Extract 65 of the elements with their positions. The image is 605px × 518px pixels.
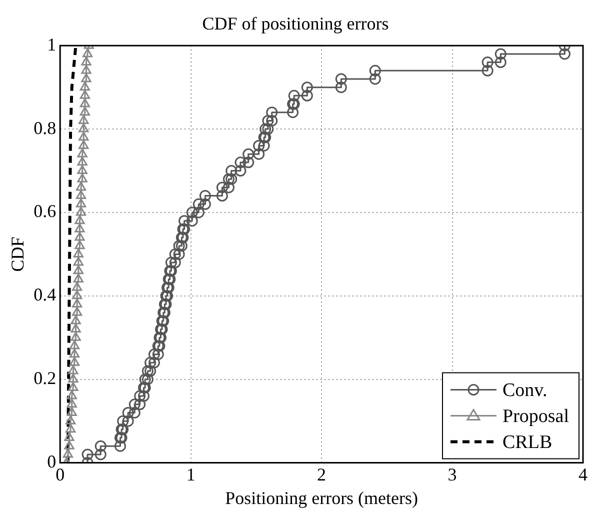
legend-label: Proposal [502, 406, 569, 427]
point [65, 415, 76, 424]
point [76, 190, 86, 200]
point [70, 315, 81, 324]
point [72, 290, 82, 300]
legend-label: Conv. [502, 380, 548, 401]
y-tick-label: 0.4 [34, 284, 56, 305]
point [73, 248, 84, 258]
x-tick-label: 2 [317, 464, 326, 484]
point [76, 206, 86, 216]
point [74, 223, 85, 232]
point [81, 73, 92, 82]
point [80, 98, 90, 108]
point [73, 273, 84, 282]
point [66, 398, 77, 408]
point [69, 348, 80, 358]
point [64, 440, 74, 450]
point [68, 382, 78, 391]
point [73, 256, 84, 266]
y-tick-label: 0.6 [34, 201, 56, 222]
point [80, 90, 90, 99]
point [77, 156, 88, 166]
point [74, 240, 85, 250]
point [73, 265, 84, 274]
point [78, 140, 89, 149]
legend-label: CRLB [502, 432, 552, 453]
point [81, 64, 92, 74]
point [72, 282, 82, 291]
x-tick-label: 1 [186, 464, 196, 484]
y-tick-label: 0.2 [34, 368, 56, 388]
point [78, 114, 89, 124]
y-tick-label: 1 [47, 34, 56, 54]
y-axis-title: CDF [8, 236, 28, 272]
point [66, 406, 77, 416]
point [77, 165, 88, 174]
x-axis-title: Positioning errors (meters) [225, 488, 418, 508]
y-tick-label: 0 [47, 452, 56, 472]
point [82, 48, 93, 58]
point [77, 173, 88, 182]
chart-title: CDF of positioning errors [202, 14, 389, 34]
point [62, 448, 74, 458]
point [74, 215, 85, 224]
point [81, 56, 92, 66]
point [78, 123, 89, 132]
point [64, 432, 74, 442]
point [70, 332, 81, 341]
point [65, 424, 76, 433]
point [72, 306, 82, 316]
point [80, 106, 90, 116]
point [68, 365, 78, 374]
point [77, 148, 88, 158]
point [68, 374, 78, 383]
x-tick-label: 4 [578, 464, 588, 484]
point [66, 390, 77, 400]
point [69, 356, 80, 366]
point [72, 298, 82, 308]
point [69, 340, 80, 350]
point [78, 132, 89, 141]
point [76, 198, 86, 208]
point [80, 82, 90, 91]
point [70, 324, 81, 333]
x-tick-label: 3 [448, 464, 457, 484]
point [74, 232, 85, 241]
point [76, 182, 86, 191]
y-tick-label: 0.8 [34, 118, 56, 138]
